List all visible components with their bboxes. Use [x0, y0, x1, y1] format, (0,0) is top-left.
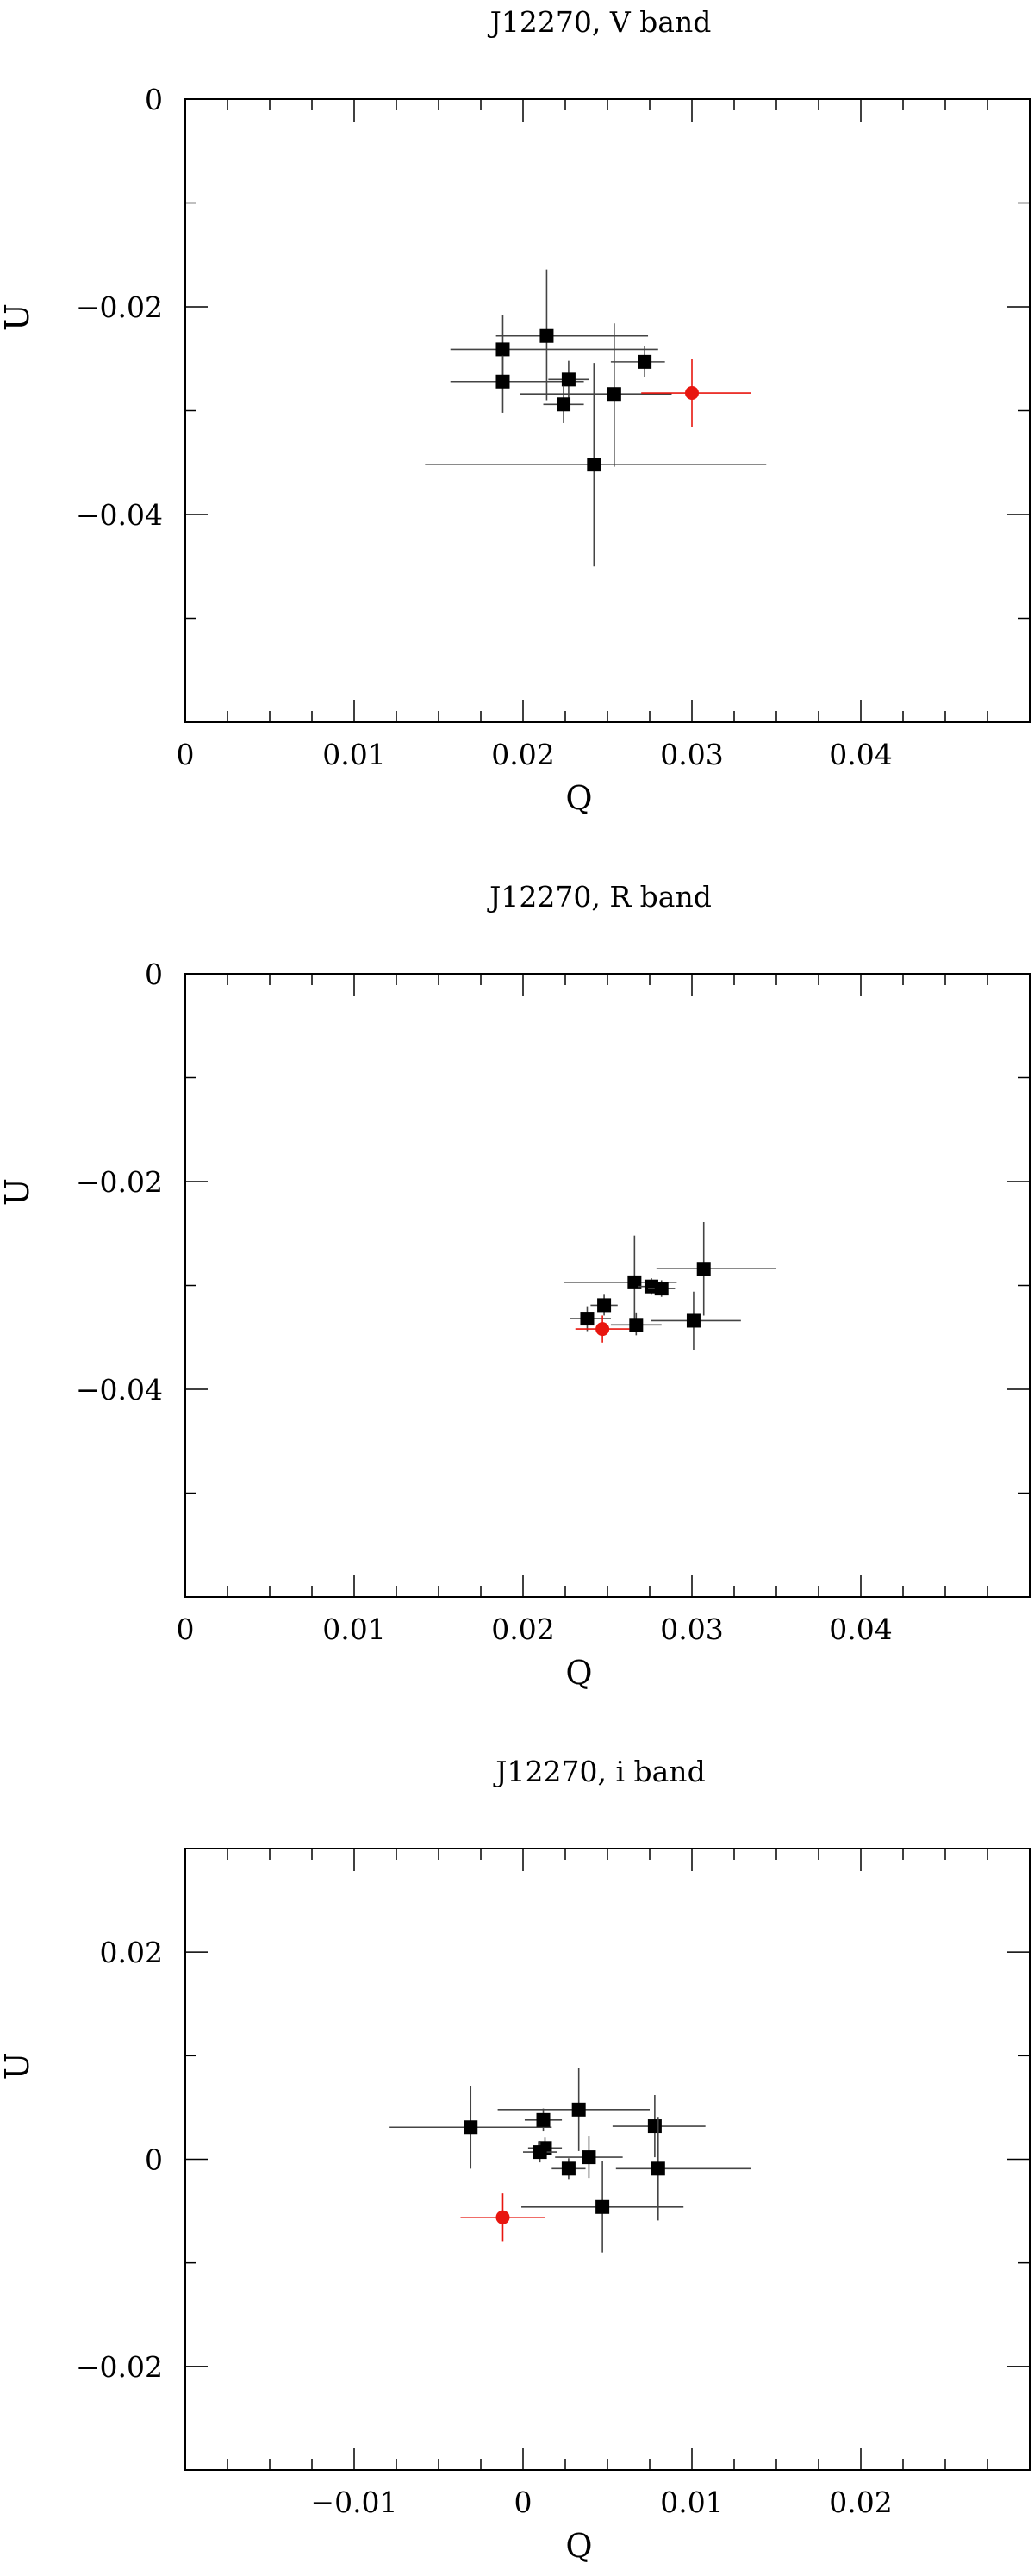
y-tick-label: 0	[145, 957, 163, 991]
data-point	[685, 386, 699, 401]
data-point	[557, 397, 571, 412]
data-point	[638, 354, 652, 369]
data-point	[571, 2102, 586, 2117]
x-tick-label: 0.01	[660, 2486, 723, 2519]
data-point	[580, 1312, 595, 1326]
x-tick-label: −0.01	[310, 2486, 397, 2519]
x-tick-label: 0	[177, 738, 195, 771]
x-tick-label: 0.03	[660, 1612, 723, 1646]
plot-frame	[184, 1848, 1031, 2471]
data-point	[561, 372, 576, 387]
y-tick-label: −0.02	[76, 2350, 163, 2384]
y-tick-label: −0.02	[76, 1165, 163, 1199]
chart-title: J12270, i band	[493, 1755, 705, 1788]
data-point	[686, 1313, 701, 1328]
data-point	[539, 328, 554, 343]
x-tick-label: 0.02	[491, 1612, 554, 1646]
plot-frame	[184, 973, 1031, 1598]
x-tick-label: 0.01	[322, 738, 385, 771]
data-point	[696, 1262, 711, 1276]
data-point	[595, 2199, 610, 2214]
x-tick-label: 0.04	[829, 738, 892, 771]
data-point	[627, 1275, 642, 1289]
chart-panel: J12270, R band 0 0.01 0.02 0.03 0.04 0 −0.02 −0.…	[0, 880, 1031, 1692]
data-point	[595, 1322, 610, 1337]
data-point	[629, 1318, 644, 1332]
y-axis-label: U	[0, 303, 36, 331]
y-tick-label: −0.04	[76, 498, 163, 532]
data-point	[654, 1282, 669, 1296]
data-point	[495, 374, 510, 389]
data-point	[607, 387, 621, 402]
data-point	[533, 2145, 547, 2160]
data-point	[651, 2161, 665, 2176]
chart-title: J12270, V band	[488, 5, 712, 39]
data-point	[587, 458, 601, 472]
data-point	[495, 2210, 510, 2224]
y-tick-label: 0.02	[100, 1936, 163, 1969]
chart-panel: J12270, i band −0.01 0 0.01 0.02 0.02 0 −0.02 Q U	[0, 1755, 1031, 2565]
data-point	[597, 1298, 612, 1313]
x-tick-label: 0	[514, 2486, 533, 2519]
x-tick-label: 0.02	[491, 738, 554, 771]
x-axis-label: Q	[565, 779, 592, 817]
chart-title: J12270, R band	[487, 880, 712, 914]
x-tick-label: 0	[177, 1612, 195, 1646]
x-axis-label: Q	[565, 2527, 592, 2565]
plot-frame	[184, 98, 1031, 723]
y-tick-label: 0	[145, 83, 163, 116]
data-point	[536, 2112, 551, 2127]
y-axis-label: U	[0, 1178, 36, 1206]
x-axis-label: Q	[565, 1654, 592, 1692]
x-tick-label: 0.01	[322, 1612, 385, 1646]
y-tick-label: 0	[145, 2143, 163, 2177]
data-point	[582, 2150, 596, 2165]
y-tick-label: −0.02	[76, 290, 163, 324]
x-tick-label: 0.04	[829, 1612, 892, 1646]
data-point	[495, 342, 510, 357]
data-point	[561, 2161, 576, 2176]
data-point	[464, 2120, 478, 2135]
chart-panel: J12270, V band 0 0.01 0.02 0.03 0.04 0 −0.02 −0.…	[0, 5, 1031, 817]
y-axis-label: U	[0, 2052, 36, 2080]
data-point	[647, 2119, 662, 2134]
y-tick-label: −0.04	[76, 1373, 163, 1407]
x-tick-label: 0.02	[829, 2486, 892, 2519]
x-tick-label: 0.03	[660, 738, 723, 771]
